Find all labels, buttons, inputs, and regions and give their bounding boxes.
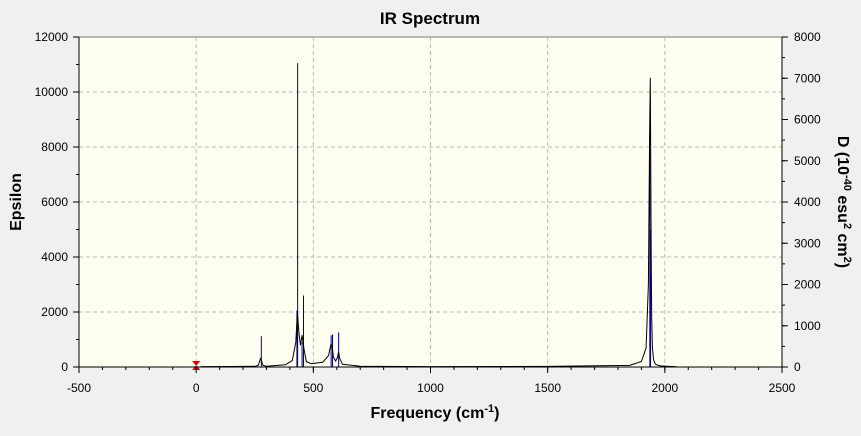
spectrum-line [200, 77, 677, 368]
x-tick-label: 2500 [769, 381, 796, 395]
y-tick-label: 12000 [35, 30, 69, 44]
y2-tick-label: 7000 [794, 71, 821, 85]
y2-tick-label: 5000 [794, 154, 821, 168]
x-axis-title-end: ) [494, 405, 499, 422]
x-tick-label: 1500 [534, 381, 561, 395]
y2-title-part-1: -40 [841, 175, 853, 191]
y-tick-label: 2000 [41, 305, 68, 319]
y2-title-part-2: esu [834, 191, 851, 223]
y-tick-label: 10000 [35, 85, 69, 99]
x-axis-title: Frequency (cm-1) [371, 403, 500, 422]
gridlines [79, 37, 782, 367]
x-tick-label: 1000 [417, 381, 444, 395]
y-tick-label: 4000 [41, 250, 68, 264]
y2-tick-label: 4000 [794, 195, 821, 209]
x-axis-title-main: Frequency (cm [371, 405, 485, 422]
y2-tick-label: 1000 [794, 319, 821, 333]
y2-tick-label: 2000 [794, 278, 821, 292]
x-tick-label: 0 [193, 381, 200, 395]
y-tick-label: 0 [61, 360, 68, 374]
x-tick-label: 2000 [651, 381, 678, 395]
spectrum-lines [192, 63, 677, 370]
y2-title-part-5: 2 [841, 257, 853, 263]
y-tick-label: 8000 [41, 140, 68, 154]
y2-title-part-4: cm [834, 229, 851, 257]
x-tick-label: -500 [67, 381, 91, 395]
y2-tick-label: 3000 [794, 236, 821, 250]
y2-title-part-6: ) [834, 263, 851, 268]
y2-tick-label: 0 [794, 360, 801, 374]
y2-axis-title: D (10-40 esu2 cm2) [834, 136, 853, 268]
axes: -500 0 500 1000 1500 2000 2500 0 2000 4000 6000 800… [35, 30, 821, 395]
y2-title-part-0: D (10 [834, 136, 851, 175]
y2-tick-label: 8000 [794, 30, 821, 44]
y2-title-part-3: 2 [841, 223, 853, 229]
y-tick-label: 6000 [41, 195, 68, 209]
x-axis-title-sup: -1 [484, 403, 494, 415]
chart-title: IR Spectrum [380, 9, 480, 28]
origin-marker [192, 361, 201, 370]
y2-tick-label: 6000 [794, 113, 821, 127]
x-tick-label: 500 [303, 381, 323, 395]
y-axis-title: Epsilon [8, 173, 25, 231]
